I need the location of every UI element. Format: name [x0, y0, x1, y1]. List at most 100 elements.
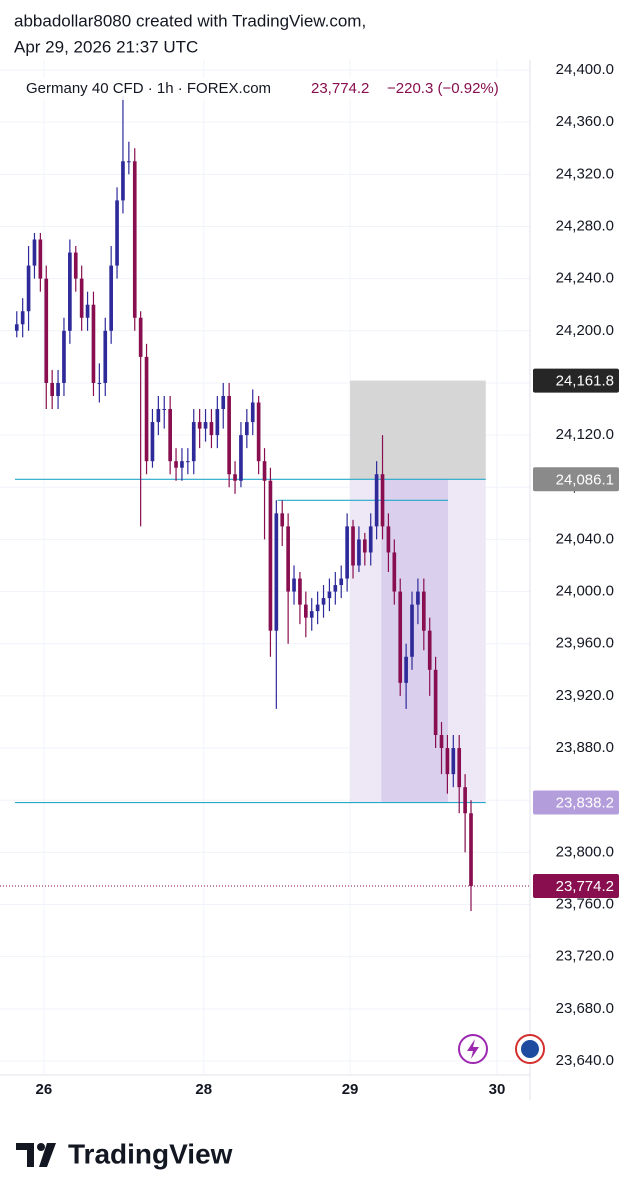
x-tick-label: 29: [342, 1081, 359, 1098]
candle-body: [451, 748, 456, 775]
symbol: Germany 40 CFD · 1h · FOREX.com: [26, 80, 271, 97]
x-tick-label: 26: [36, 1081, 53, 1098]
candle-body: [150, 422, 155, 462]
price-tag: [533, 368, 619, 393]
target-fill: [381, 479, 449, 803]
y-tick-label: 23,920.0: [556, 687, 614, 704]
candle-body: [221, 395, 226, 410]
candle-body: [357, 539, 361, 566]
candle-body: [321, 598, 326, 605]
candle-body: [292, 578, 296, 592]
y-tick-label: 24,320.0: [556, 165, 614, 182]
candle-body: [439, 735, 444, 749]
candle-body: [374, 474, 379, 527]
candle-body: [274, 513, 279, 631]
price-tag: [533, 467, 619, 492]
candle-body: [14, 324, 19, 331]
y-tick-label: 24,240.0: [556, 270, 614, 287]
candle-body: [268, 480, 273, 631]
candle-body: [309, 611, 314, 618]
candle-body: [62, 330, 66, 383]
candle-body: [339, 578, 344, 586]
candle-body: [138, 317, 143, 357]
y-tick-label: 24,280.0: [556, 217, 614, 234]
candle-body: [351, 526, 355, 566]
candle-body: [256, 402, 261, 462]
candle-body: [345, 526, 349, 579]
candle-body: [168, 409, 172, 462]
candle-body: [463, 787, 467, 814]
candle-body: [56, 382, 60, 396]
y-tick-label: 24,000.0: [556, 583, 614, 600]
candle-body: [227, 395, 231, 475]
y-tick-label: 23,960.0: [556, 635, 614, 652]
legend-bg: [22, 78, 522, 100]
candle-body: [286, 526, 290, 592]
candle-body: [209, 422, 214, 436]
candle-body: [404, 656, 408, 683]
y-tick-label: 24,400.0: [556, 61, 614, 78]
candle-body: [85, 304, 90, 318]
candle-body: [280, 513, 285, 527]
candle-body: [91, 304, 96, 383]
candle-body: [433, 669, 438, 736]
y-tick-label: 23,640.0: [556, 1052, 614, 1069]
candle-body: [20, 311, 25, 325]
candle-body: [469, 813, 473, 887]
candle-body: [103, 330, 108, 383]
price-tag: [533, 790, 619, 815]
candle-body: [132, 161, 137, 318]
candle-body: [327, 591, 332, 599]
candle-body: [186, 461, 190, 463]
candle-body: [73, 252, 78, 279]
candle-body: [398, 591, 403, 683]
candle-body: [416, 591, 420, 605]
candle-body: [174, 461, 178, 468]
price-tag-label: 24,086.1: [556, 471, 614, 488]
y-tick-label: 24,040.0: [556, 530, 614, 547]
candle-body: [421, 591, 426, 631]
candle-body: [245, 422, 249, 436]
candle-body: [44, 278, 49, 383]
candle-body: [362, 539, 367, 553]
candle-body: [97, 382, 102, 384]
candle-body: [121, 161, 125, 201]
candle-body: [32, 239, 37, 266]
price-tag-label: 23,774.2: [556, 878, 614, 895]
candle-body: [115, 200, 119, 266]
candle-body: [215, 409, 220, 436]
candle-body: [304, 604, 308, 618]
change: −220.3 (−0.92%): [387, 80, 499, 97]
candle-body: [333, 585, 338, 592]
y-tick-label: 23,800.0: [556, 843, 614, 860]
candle-body: [50, 382, 54, 396]
brand: TradingView: [68, 1138, 233, 1169]
candle-body: [386, 526, 391, 553]
y-tick-label: 23,760.0: [556, 895, 614, 912]
y-tick-label: 24,200.0: [556, 322, 614, 339]
candle-body: [262, 461, 267, 481]
candle-body: [162, 409, 167, 411]
candle-body: [197, 422, 202, 429]
candle-body: [392, 552, 397, 592]
price-tag-label: 23,838.2: [556, 795, 614, 812]
candle-body: [233, 474, 237, 481]
price-tag-label: 24,161.8: [556, 373, 614, 390]
candle-body: [38, 239, 43, 279]
candle-body: [410, 604, 414, 657]
y-tick-label: 23,880.0: [556, 739, 614, 756]
candle-body: [26, 265, 31, 312]
brand-logo: [16, 1143, 56, 1167]
y-tick-label: 24,360.0: [556, 113, 614, 130]
y-tick-label: 23,720.0: [556, 948, 614, 965]
candle-body: [68, 252, 72, 331]
date-line: Apr 29, 2026 21:37 UTC: [14, 37, 198, 56]
author-line: abbadollar8080 created with TradingView.…: [14, 11, 366, 30]
candle-body: [191, 422, 196, 462]
y-tick-label: 24,120.0: [556, 426, 614, 443]
lightning-glyph: [467, 1039, 479, 1059]
candle-body: [156, 409, 161, 423]
x-tick-label: 28: [195, 1081, 212, 1098]
y-tick-label: 23,680.0: [556, 1000, 614, 1017]
